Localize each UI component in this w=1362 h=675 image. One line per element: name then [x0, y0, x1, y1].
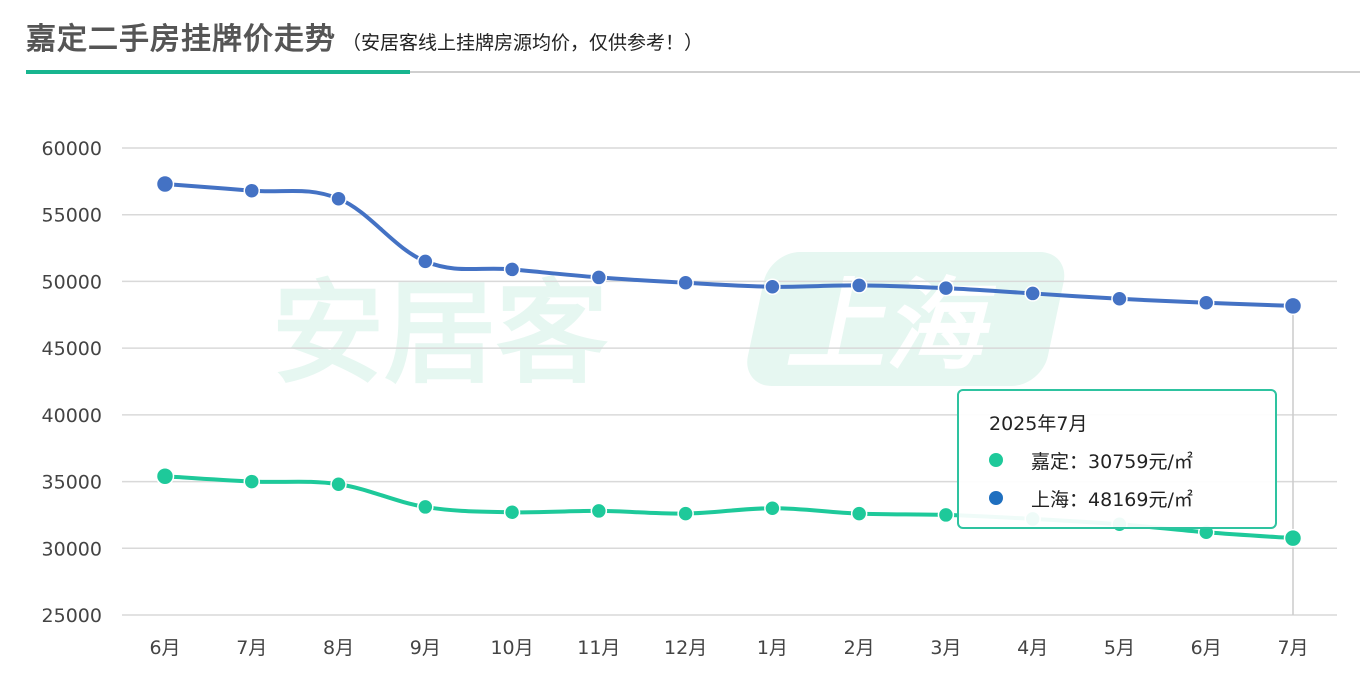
- data-point-jiading: [330, 475, 347, 493]
- tooltip-dot-jiading: [989, 453, 1003, 467]
- x-tick-label: 11月: [577, 637, 620, 659]
- data-point-shanghai: [764, 278, 781, 296]
- x-tick-label: 4月: [1017, 637, 1048, 659]
- watermark: 安居客 上海: [272, 252, 1065, 399]
- y-tick-label: 45000: [42, 338, 102, 360]
- header-divider: [26, 71, 1360, 73]
- data-point-jiading: [850, 505, 868, 522]
- y-tick-label: 25000: [42, 605, 102, 627]
- tooltip-series-name: 上海: [1031, 485, 1088, 512]
- chart-subtitle: （安居客线上挂牌房源均价，仅供参考！）: [342, 32, 704, 54]
- x-tick-label: 3月: [930, 637, 961, 659]
- x-tick-label: 2月: [844, 637, 875, 659]
- chart-title: 嘉定二手房挂牌价走势: [26, 22, 336, 57]
- watermark-brand: 安居客: [272, 269, 608, 399]
- tooltip-series-value: 30759元/㎡: [1088, 450, 1193, 473]
- data-point-jiading: [764, 500, 781, 517]
- tooltip-row-shanghai: 上海 48169元/㎡: [989, 479, 1275, 517]
- data-point-jiading: [1283, 528, 1303, 548]
- data-point-jiading: [155, 466, 175, 486]
- x-axis: 6月 7月 8月 9月 10月 11月 12月 1月 2月 3月 4月 5月 6月 7月: [149, 637, 1308, 659]
- data-point-jiading: [243, 473, 261, 490]
- data-point-shanghai: [1111, 290, 1128, 308]
- data-point-shanghai: [850, 277, 868, 294]
- data-point-jiading: [503, 504, 521, 521]
- tooltip-title: 2025年7月: [989, 413, 1088, 435]
- data-point-jiading: [677, 505, 694, 522]
- data-point-shanghai: [243, 182, 261, 199]
- y-tick-label: 30000: [42, 538, 102, 560]
- data-point-shanghai: [1283, 296, 1303, 316]
- y-tick-label: 55000: [42, 205, 102, 227]
- tooltip-row-jiading: 嘉定 30759元/㎡: [989, 441, 1275, 479]
- tooltip-series-name: 嘉定: [1031, 447, 1088, 474]
- x-tick-label: 8月: [323, 637, 354, 659]
- y-tick-label: 50000: [42, 271, 102, 293]
- series-line-shanghai: [163, 182, 1295, 308]
- data-point-shanghai: [1197, 294, 1215, 312]
- header-accent-bar: [26, 70, 410, 74]
- y-axis: 25000 30000 35000 40000 45000 50000 55000 60000: [42, 138, 102, 627]
- chart-header: 嘉定二手房挂牌价走势 （安居客线上挂牌房源均价，仅供参考！）: [26, 14, 704, 57]
- y-tick-label: 60000: [42, 138, 102, 160]
- data-point-shanghai: [677, 274, 694, 292]
- data-point-shanghai: [155, 174, 175, 194]
- data-point-jiading: [417, 498, 434, 516]
- data-point-jiading: [590, 502, 608, 520]
- data-point-shanghai: [590, 269, 608, 286]
- chart-tooltip: 2025年7月 嘉定 30759元/㎡ 上海 48169元/㎡: [957, 389, 1277, 529]
- data-point-shanghai: [503, 261, 521, 278]
- x-tick-label: 5月: [1104, 637, 1135, 659]
- data-point-shanghai: [1024, 285, 1041, 302]
- x-tick-label: 7月: [236, 637, 267, 659]
- y-tick-label: 40000: [42, 405, 102, 427]
- x-tick-label: 1月: [757, 637, 788, 659]
- x-tick-label: 6月: [149, 637, 180, 659]
- y-tick-label: 35000: [42, 472, 102, 494]
- data-point-shanghai: [417, 253, 434, 270]
- data-point-shanghai: [937, 279, 955, 297]
- data-point-shanghai: [330, 190, 347, 207]
- x-tick-label: 12月: [664, 637, 707, 659]
- x-tick-label: 10月: [490, 637, 533, 659]
- x-tick-label: 7月: [1277, 637, 1308, 659]
- tooltip-series-value: 48169元/㎡: [1088, 488, 1193, 511]
- x-tick-label: 6月: [1191, 637, 1222, 659]
- tooltip-dot-shanghai: [989, 491, 1003, 505]
- data-point-jiading: [937, 506, 955, 524]
- x-tick-label: 9月: [410, 637, 441, 659]
